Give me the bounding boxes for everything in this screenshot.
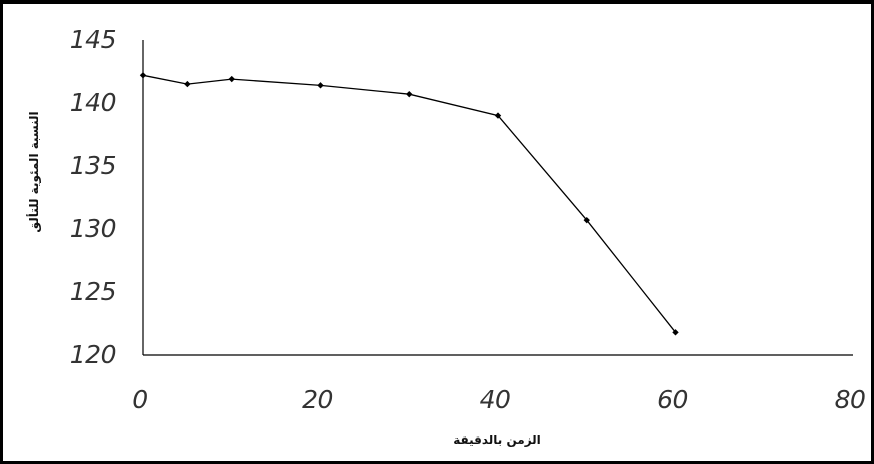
- data-point: [494, 112, 502, 119]
- y-tick-label: 130: [70, 214, 116, 243]
- y-axis-label: النسبة المئوية للتألق: [26, 111, 42, 232]
- y-tick-label: 125: [70, 277, 116, 306]
- x-tick-labels: 0 20 40 60 80: [132, 385, 866, 414]
- y-tick-label: 145: [70, 25, 116, 54]
- x-tick-label: 20: [302, 385, 333, 414]
- data-point: [406, 90, 413, 98]
- x-tick-label: 60: [657, 385, 688, 414]
- data-point: [228, 75, 235, 83]
- data-point: [317, 82, 324, 89]
- y-tick-labels: 145 140 135 130 125 120: [70, 25, 117, 369]
- x-tick-label: 40: [480, 385, 511, 414]
- data-point: [583, 216, 590, 224]
- y-tick-label: 120: [70, 340, 116, 369]
- y-tick-label: 135: [70, 151, 116, 180]
- series-line: [142, 74, 677, 333]
- data-point: [672, 329, 679, 336]
- series-points: [139, 72, 679, 336]
- data-point: [139, 72, 147, 79]
- data-point: [184, 80, 191, 88]
- x-tick-label: 0: [132, 385, 147, 414]
- y-tick-label: 140: [70, 88, 116, 117]
- x-axis-label: الزمن بالدقيقة: [453, 433, 541, 447]
- x-tick-label: 80: [835, 385, 866, 414]
